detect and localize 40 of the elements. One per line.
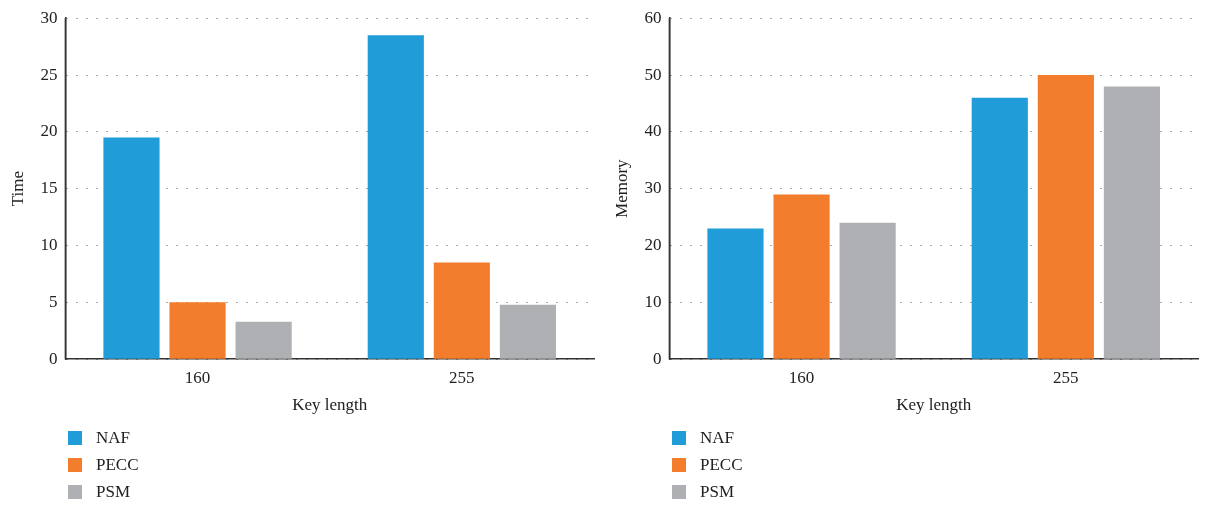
legend-label: PSM [700, 481, 735, 502]
y-axis-title: Time [7, 171, 27, 207]
bar [1103, 86, 1161, 359]
y-tick-label: 30 [40, 7, 58, 27]
y-tick-label: 10 [40, 235, 58, 254]
x-axis-title: Key length [896, 395, 972, 415]
legend-label: PECC [700, 454, 743, 475]
bar [169, 302, 226, 359]
y-tick-label: 20 [644, 235, 662, 254]
y-tick-label: 15 [40, 178, 58, 198]
x-tick-label: 255 [449, 367, 475, 387]
legend-label: NAF [96, 427, 131, 448]
bar [103, 137, 160, 359]
legend-label: NAF [700, 427, 735, 448]
y-tick-label: 25 [40, 64, 58, 84]
y-tick-label: 60 [644, 7, 662, 27]
x-axis-title: Key length [292, 395, 368, 415]
legend-label: PSM [96, 481, 131, 502]
y-tick-label: 20 [40, 121, 58, 141]
bar [433, 262, 490, 359]
y-axis-title: Memory [611, 158, 631, 218]
y-tick-label: 40 [644, 121, 662, 141]
x-tick-label: 160 [788, 367, 815, 387]
bar [235, 321, 292, 359]
bar [839, 222, 896, 359]
y-tick-label: 0 [48, 348, 58, 368]
y-tick-label: 30 [644, 178, 662, 198]
y-tick-label: 5 [48, 291, 58, 311]
x-tick-label: 160 [184, 367, 211, 387]
bar [1037, 75, 1094, 359]
bar [971, 97, 1028, 359]
y-tick-label: 0 [652, 348, 662, 368]
bar [773, 194, 830, 359]
x-tick-label: 255 [1053, 367, 1079, 387]
bar [707, 228, 764, 359]
y-tick-label: 50 [644, 64, 662, 84]
y-tick-label: 10 [644, 291, 662, 311]
legend-label: PECC [96, 454, 139, 475]
bar [499, 304, 557, 359]
bar [367, 35, 424, 359]
